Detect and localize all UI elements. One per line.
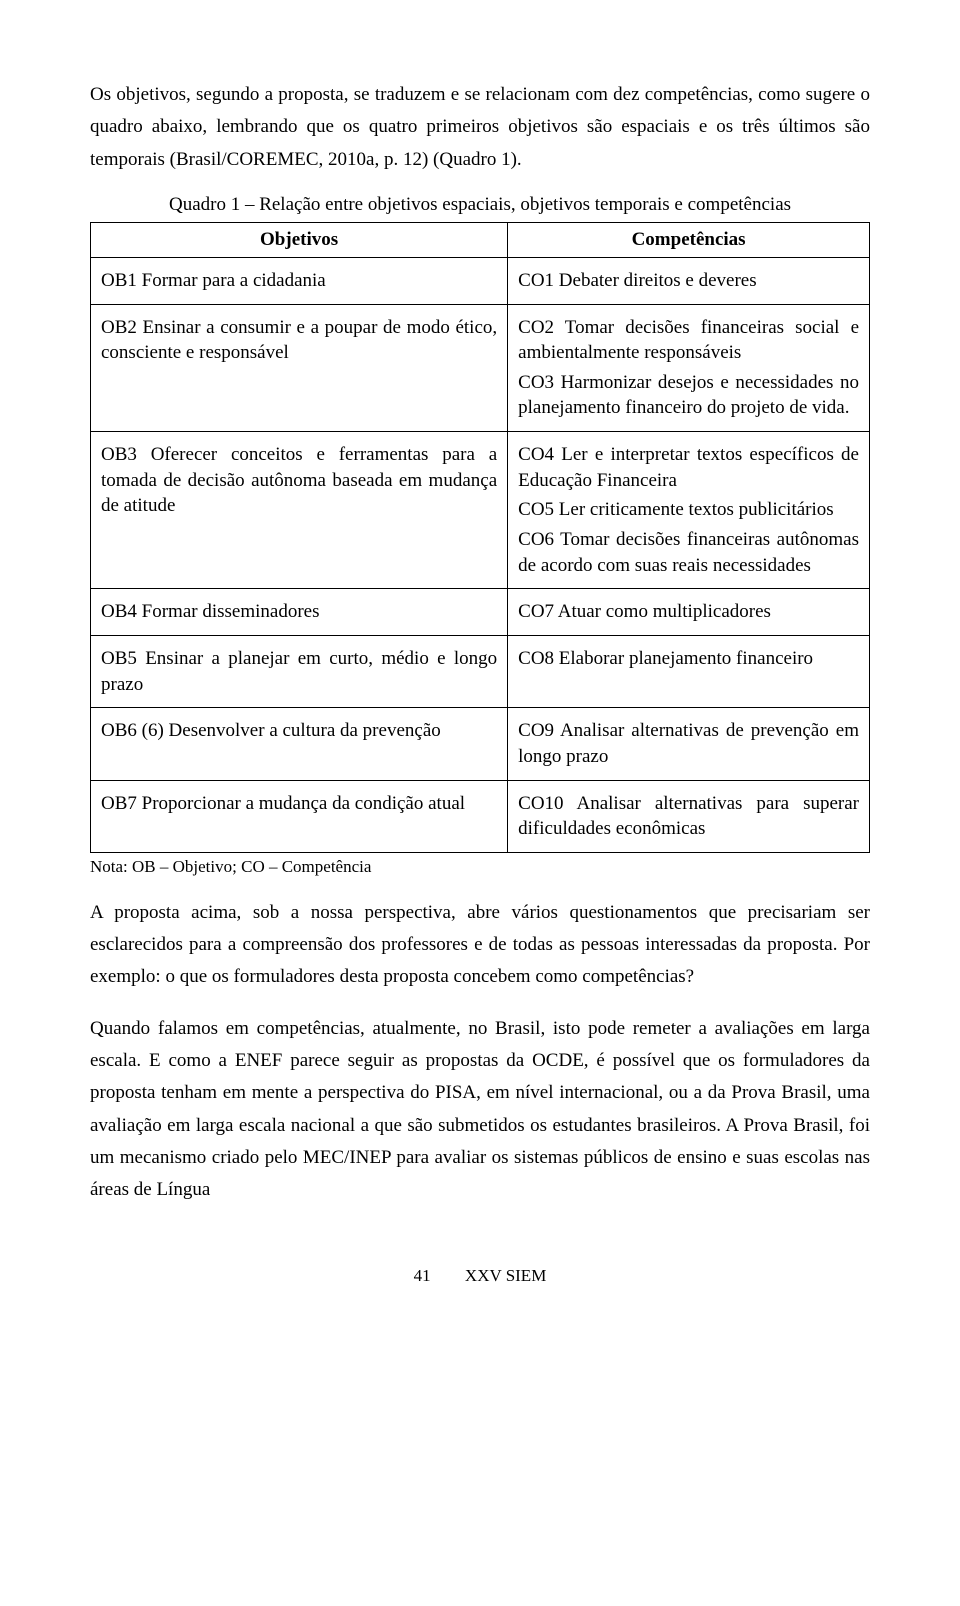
- page-number: 41: [414, 1266, 431, 1285]
- cell-co4-co6: CO4 Ler e interpretar textos específicos…: [508, 432, 870, 589]
- table-row: OB4 Formar disseminadores CO7 Atuar como…: [91, 589, 870, 636]
- intro-paragraph: Os objetivos, segundo a proposta, se tra…: [90, 79, 870, 176]
- cell-co9: CO9 Analisar alternativas de prevenção e…: [508, 708, 870, 780]
- table-header-row: Objetivos Competências: [91, 222, 870, 257]
- page-footer: 41 XXV SIEM: [90, 1266, 870, 1286]
- table-row: OB3 Oferecer conceitos e ferramentas par…: [91, 432, 870, 589]
- cell-co1: CO1 Debater direitos e deveres: [508, 257, 870, 304]
- header-objetivos: Objetivos: [91, 222, 508, 257]
- cell-co7: CO7 Atuar como multiplicadores: [508, 589, 870, 636]
- cell-co8: CO8 Elaborar planejamento financeiro: [508, 635, 870, 707]
- cell-co10: CO10 Analisar alternativas para superar …: [508, 780, 870, 852]
- cell-ob5: OB5 Ensinar a planejar em curto, médio e…: [91, 635, 508, 707]
- cell-co2-co3: CO2 Tomar decisões financeiras social e …: [508, 304, 870, 432]
- cell-ob7: OB7 Proporcionar a mudança da condição a…: [91, 780, 508, 852]
- cell-ob2: OB2 Ensinar a consumir e a poupar de mod…: [91, 304, 508, 432]
- cell-ob1: OB1 Formar para a cidadania: [91, 257, 508, 304]
- header-competencias: Competências: [508, 222, 870, 257]
- cell-ob4: OB4 Formar disseminadores: [91, 589, 508, 636]
- table-row: OB2 Ensinar a consumir e a poupar de mod…: [91, 304, 870, 432]
- cell-ob6: OB6 (6) Desenvolver a cultura da prevenç…: [91, 708, 508, 780]
- footer-label: XXV SIEM: [465, 1266, 546, 1285]
- table-row: OB5 Ensinar a planejar em curto, médio e…: [91, 635, 870, 707]
- table-note: Nota: OB – Objetivo; CO – Competência: [90, 857, 870, 877]
- body-paragraph-2: Quando falamos em competências, atualmen…: [90, 1013, 870, 1207]
- table-row: OB6 (6) Desenvolver a cultura da prevenç…: [91, 708, 870, 780]
- table-row: OB1 Formar para a cidadania CO1 Debater …: [91, 257, 870, 304]
- table-caption: Quadro 1 – Relação entre objetivos espac…: [90, 194, 870, 216]
- body-paragraph-1: A proposta acima, sob a nossa perspectiv…: [90, 897, 870, 994]
- table-row: OB7 Proporcionar a mudança da condição a…: [91, 780, 870, 852]
- cell-ob3: OB3 Oferecer conceitos e ferramentas par…: [91, 432, 508, 589]
- competencies-table: Objetivos Competências OB1 Formar para a…: [90, 222, 870, 853]
